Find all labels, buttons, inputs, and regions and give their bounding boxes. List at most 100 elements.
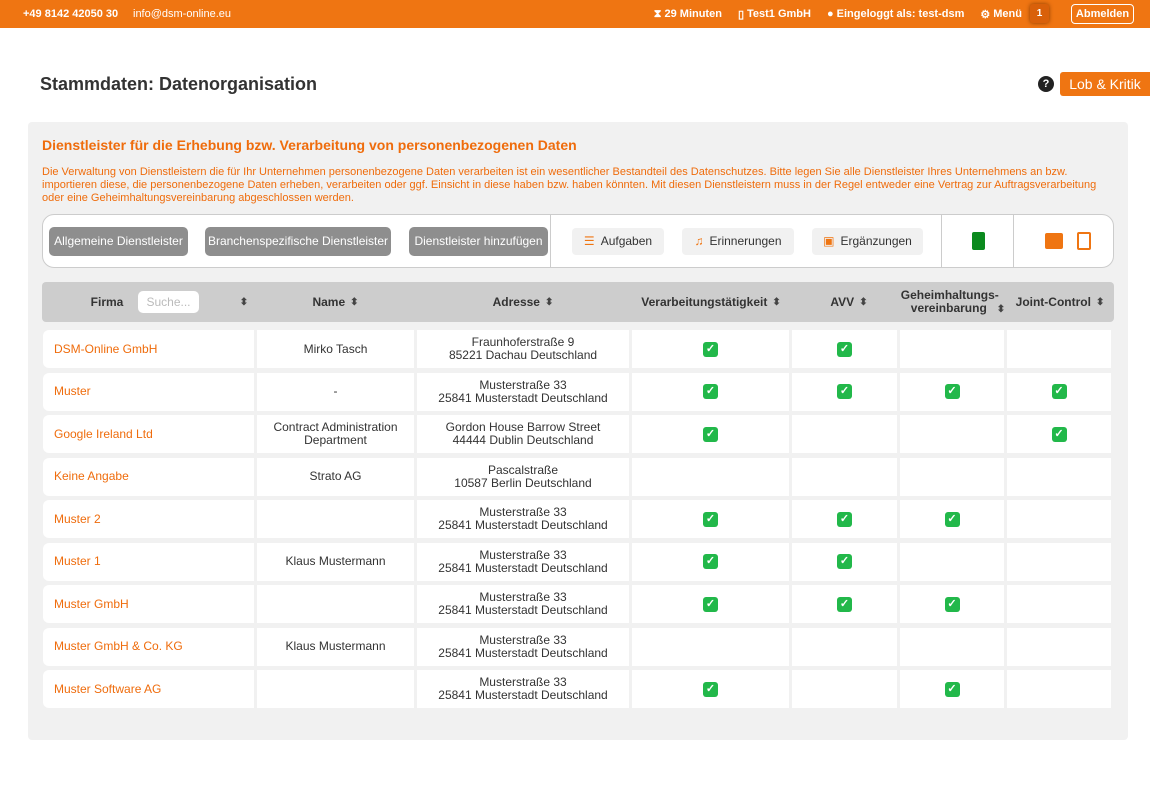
cell-check (900, 330, 1004, 368)
toolbar: Allgemeine Dienstleister Branchenspezifi… (42, 214, 1114, 268)
cell-firma[interactable]: Muster (43, 372, 254, 411)
checkbox-checked-icon: ✓ (703, 554, 718, 569)
reminders-button[interactable]: ♫ Erinnerungen (682, 228, 794, 255)
column-firma-label: Firma (90, 294, 124, 309)
cell-check (1007, 542, 1111, 581)
additions-button[interactable]: ▣ Ergänzungen (812, 228, 923, 255)
address: Pascalstraße 10587 Berlin Deutschland (454, 463, 592, 490)
cell-check (1007, 670, 1111, 708)
cell-name: Strato AG (257, 457, 414, 496)
divider (550, 215, 551, 267)
divider (1013, 215, 1014, 267)
column-avv[interactable]: AVV ⬍ (800, 282, 898, 322)
cell-check (1007, 627, 1111, 666)
login-info[interactable]: ● Eingeloggt als: test-dsm (826, 8, 965, 20)
address: Fraunhoferstraße 9 85221 Dachau Deutschla… (449, 336, 597, 362)
checkbox-checked-icon: ✓ (703, 426, 718, 442)
sort-icon[interactable]: ⬍ (996, 304, 1006, 315)
panel-title: Dienstleister für die Erhebung bzw. Vera… (42, 137, 577, 153)
address-street: Gordon House Barrow Street (445, 420, 601, 434)
table-row[interactable]: Muster GmbH Musterstraße 33 25841 Musterst… (43, 585, 1113, 623)
address: Musterstraße 33 25841 Musterstadt Deutsch… (438, 378, 607, 405)
table-row[interactable]: Muster 1 Klaus Mustermann Musterstraße 33 2… (43, 542, 1113, 581)
pdf-icon[interactable] (1077, 232, 1091, 250)
email[interactable]: info@dsm-online.eu (133, 8, 231, 20)
cell-name (257, 585, 414, 623)
address-city: 25841 Musterstadt Deutschland (438, 645, 608, 660)
user-icon: ● (826, 8, 834, 20)
table-row[interactable]: DSM-Online GmbH Mirko Tasch Fraunhoferstra… (43, 330, 1113, 368)
table-row[interactable]: Muster - Musterstraße 33 25841 Musterstadt … (43, 372, 1113, 411)
bell-icon: ♫ (694, 234, 704, 248)
cell-name (257, 500, 414, 538)
cell-adresse: Musterstraße 33 25841 Musterstadt Deutsch… (417, 627, 629, 666)
sort-icon[interactable]: ⬍ (1095, 296, 1105, 308)
table-row[interactable]: Muster Software AG Musterstraße 33 25841 M… (43, 670, 1113, 708)
cell-firma[interactable]: Muster 1 (43, 542, 254, 581)
notification-badge[interactable]: 1 (1030, 4, 1049, 23)
building-icon: ▯ (737, 8, 744, 21)
search-input[interactable]: Suche... (138, 291, 199, 313)
cell-firma[interactable]: Muster GmbH & Co. KG (43, 627, 254, 666)
cell-check (792, 457, 897, 496)
cell-check (632, 627, 789, 666)
address: Musterstraße 33 25841 Musterstadt Deutsch… (438, 548, 608, 575)
cell-firma[interactable]: Muster 2 (43, 500, 254, 538)
help-icon[interactable]: ? (1038, 76, 1054, 92)
menu-button[interactable]: ⚙ Menü (980, 8, 1022, 21)
sort-icon[interactable]: ⬍ (772, 296, 781, 308)
table-row[interactable]: Keine Angabe Strato AG Pascalstraße 10587 B… (43, 457, 1113, 496)
table-row[interactable]: Muster GmbH & Co. KG Klaus Mustermann Must… (43, 627, 1113, 666)
general-providers-button[interactable]: Allgemeine Dienstleister (49, 227, 188, 256)
column-name[interactable]: Name ⬍ (257, 282, 414, 322)
checkbox-checked-icon: ✓ (944, 384, 960, 399)
cell-firma[interactable]: Keine Angabe (43, 457, 254, 496)
cell-check: ✓ (900, 670, 1004, 708)
top-bar-right: ⧗ 29 Minuten ▯ Test1 GmbH ● Eingeloggt als:… (654, 0, 1022, 28)
cell-adresse: Fraunhoferstraße 9 85221 Dachau Deutschla… (417, 330, 629, 368)
phone[interactable]: +49 8142 42050 30 (23, 8, 119, 20)
add-provider-button[interactable]: Dienstleister hinzufügen (409, 227, 548, 256)
cell-firma[interactable]: Muster Software AG (43, 670, 254, 708)
column-adresse[interactable]: Adresse ⬍ (417, 282, 629, 322)
clipboard-icon[interactable] (972, 232, 985, 250)
hourglass-icon: ⧗ (653, 7, 662, 20)
industry-providers-button[interactable]: Branchenspezifische Dienstleister (205, 227, 391, 256)
cell-name: - (257, 372, 414, 411)
tasks-button[interactable]: ☰ Aufgaben (572, 228, 664, 255)
column-geheimhaltung[interactable]: Geheimhaltungs-vereinbarung ⬍ (900, 282, 1006, 322)
sort-firma[interactable]: ⬍ (237, 282, 251, 322)
address-city: 10587 Berlin Deutschland (454, 475, 592, 490)
cell-firma[interactable]: Google Ireland Ltd (43, 415, 254, 453)
sort-icon[interactable]: ⬍ (859, 296, 868, 308)
cell-firma[interactable]: DSM-Online GmbH (43, 330, 254, 368)
cell-check: ✓ (632, 415, 789, 453)
address-street: Musterstraße 33 (479, 632, 567, 647)
cell-firma[interactable]: Muster GmbH (43, 585, 254, 623)
sort-icon[interactable]: ⬍ (239, 296, 249, 308)
column-verarbeitung[interactable]: Verarbeitungstätigkeit ⬍ (627, 282, 795, 322)
address-city: 25841 Musterstadt Deutschland (438, 560, 608, 575)
cell-check: ✓ (792, 585, 897, 623)
column-firma[interactable]: Firma (82, 282, 132, 322)
sort-icon[interactable]: ⬍ (544, 296, 554, 308)
column-adresse-label: Adresse (492, 294, 540, 309)
checkbox-checked-icon: ✓ (1051, 384, 1067, 399)
column-joint-control[interactable]: Joint-Control ⬍ (1008, 282, 1112, 322)
cell-adresse: Musterstraße 33 25841 Musterstadt Deutsch… (417, 585, 629, 623)
cell-check: ✓ (900, 585, 1004, 623)
address: Musterstraße 33 25841 Musterstadt Deutsch… (438, 506, 607, 532)
print-icon[interactable] (1045, 233, 1063, 249)
checkbox-checked-icon: ✓ (837, 511, 852, 527)
column-verarbeitung-label: Verarbeitungstätigkeit (641, 294, 768, 309)
sort-icon[interactable]: ⬍ (350, 296, 359, 308)
logout-button[interactable]: Abmelden (1071, 4, 1134, 24)
table-row[interactable]: Google Ireland Ltd Contract Administratio… (43, 415, 1113, 453)
feedback-button[interactable]: Lob & Kritik (1060, 72, 1150, 96)
company[interactable]: ▯ Test1 GmbH (737, 8, 811, 21)
table-row[interactable]: Muster 2 Musterstraße 33 25841 Musterstadt… (43, 500, 1113, 538)
cell-adresse: Musterstraße 33 25841 Musterstadt Deutsch… (417, 500, 629, 538)
panel-description: Die Verwaltung von Dienstleistern die fü… (42, 166, 1097, 204)
cell-adresse: Pascalstraße 10587 Berlin Deutschland (417, 457, 629, 496)
address: Musterstraße 33 25841 Musterstadt Deutsch… (438, 676, 607, 702)
